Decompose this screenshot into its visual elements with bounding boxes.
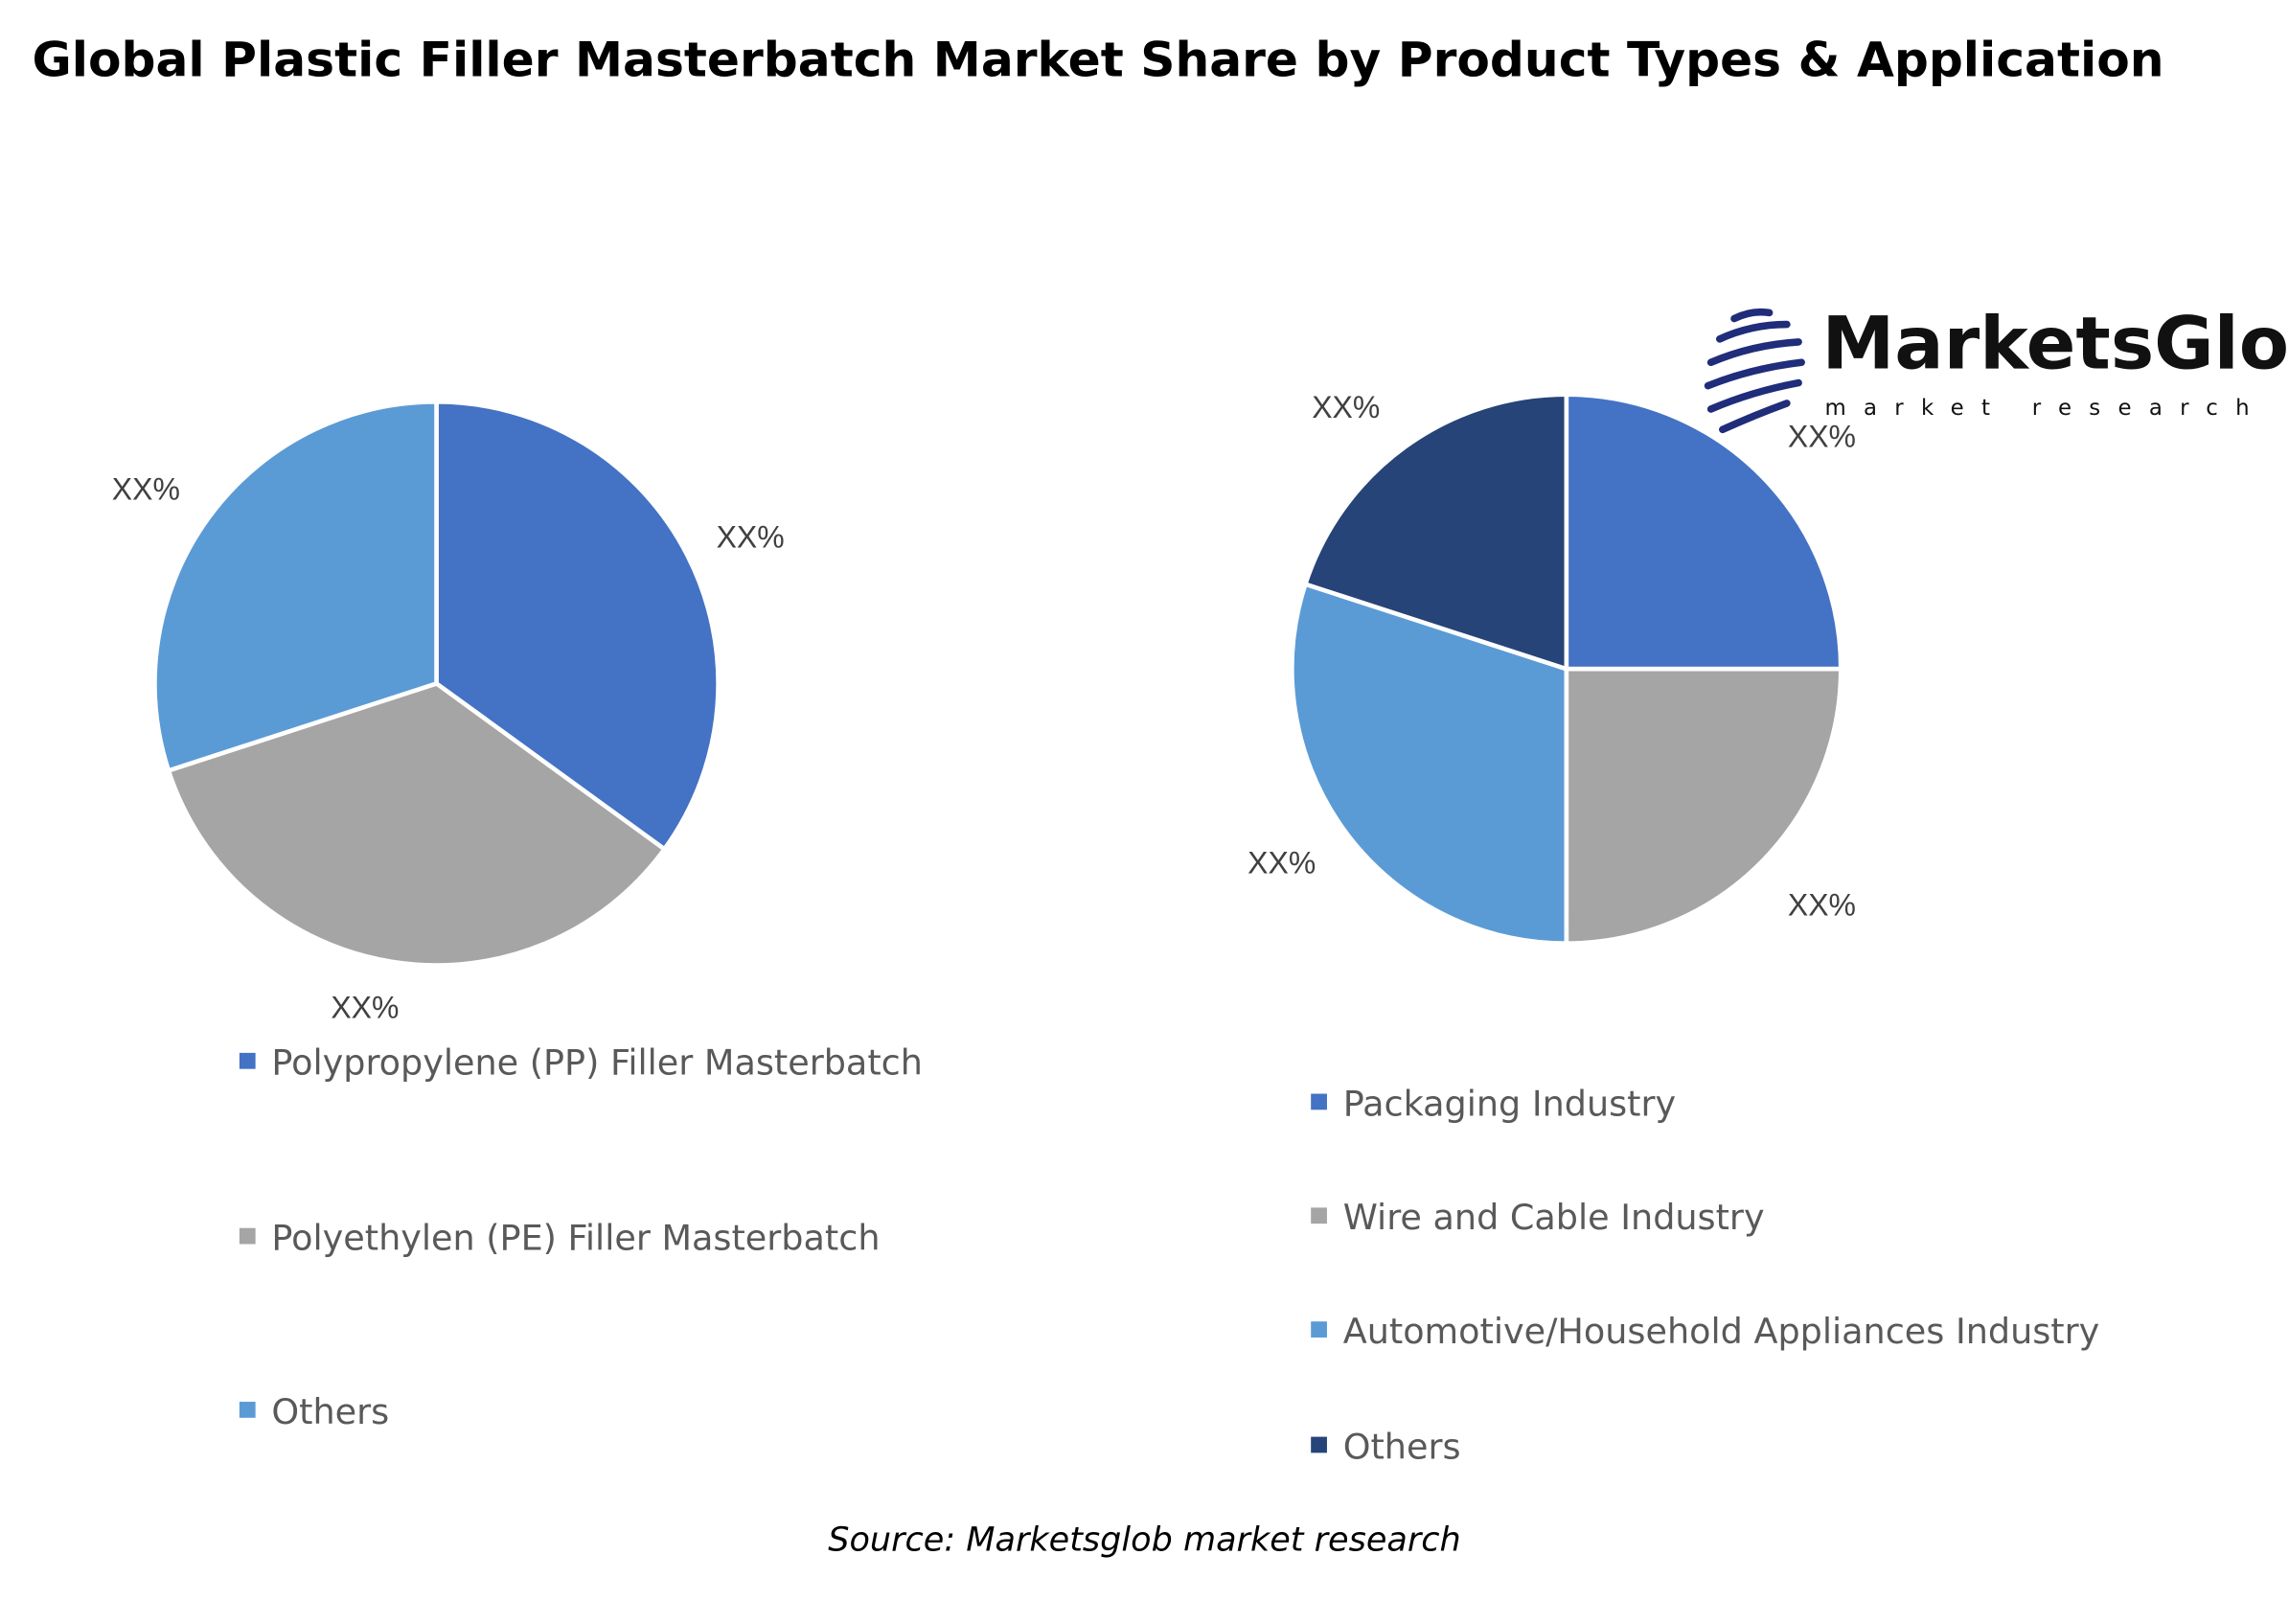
- pie-slice: [1290, 581, 1569, 946]
- legend-label: Others: [271, 1391, 389, 1432]
- data-label: XX%: [1248, 845, 1316, 880]
- data-label: XX%: [1312, 390, 1380, 424]
- legend-label: Polypropylene (PP) Filler Masterbatch: [271, 1042, 923, 1084]
- legend-label: Packaging Industry: [1343, 1083, 1676, 1124]
- source-note: Source: Marketsglob market research: [828, 1520, 1461, 1559]
- data-label: XX%: [1788, 888, 1856, 923]
- logo: MarketsGlob market research: [1704, 300, 2289, 434]
- chart-title: Global Plastic Filler Masterbatch Market…: [33, 32, 2164, 88]
- pie-slice: [166, 680, 668, 968]
- pie-slice: [1302, 392, 1569, 673]
- pie-chart-application: XX% XX% XX% XX% Packaging Industry Wire and C…: [1248, 390, 2099, 1467]
- data-label: XX%: [112, 471, 180, 506]
- legend-swatch: [239, 1227, 256, 1245]
- legend-label: Polyethylen (PE) Filler Masterbatch: [271, 1218, 880, 1259]
- data-label: XX%: [717, 520, 785, 555]
- legend-swatch: [1311, 1207, 1327, 1224]
- legend-label: Automotive/Household Appliances Industry: [1343, 1311, 2100, 1352]
- legend-swatch: [1311, 1436, 1327, 1453]
- data-label: XX%: [1788, 420, 1856, 454]
- globe-icon: [1704, 308, 1805, 434]
- legend-swatch: [1311, 1093, 1327, 1110]
- logo-tagline: market research: [1824, 396, 2266, 421]
- logo-name: MarketsGlob: [1821, 300, 2289, 385]
- legend-swatch: [239, 1052, 256, 1069]
- legend-swatch: [1311, 1321, 1327, 1338]
- pie-slice: [152, 400, 439, 774]
- pie-chart-product-types: XX% XX% XX% Polypropylene (PP) Filler Maste…: [112, 400, 923, 1432]
- pie-slice: [1564, 392, 1843, 672]
- data-label: XX%: [331, 990, 399, 1024]
- pie-slice: [1564, 666, 1843, 946]
- pie-slice: [434, 400, 721, 853]
- legend-label: Others: [1343, 1426, 1461, 1467]
- legend-label: Wire and Cable Industry: [1343, 1197, 1765, 1238]
- legend-swatch: [239, 1402, 256, 1418]
